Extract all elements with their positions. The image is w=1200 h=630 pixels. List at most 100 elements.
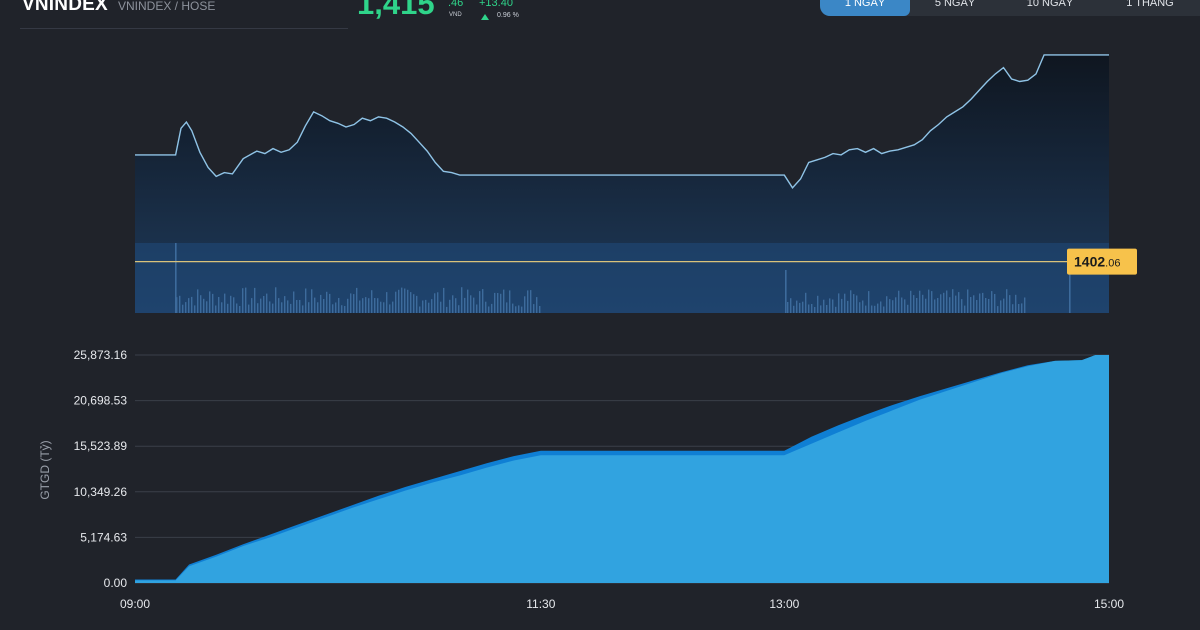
arrow-up-icon: [481, 14, 489, 20]
volume-bar: [368, 298, 370, 313]
volume-bar: [380, 301, 382, 313]
volume-bar: [422, 300, 424, 313]
volume-bar: [901, 297, 903, 313]
volume-bar: [308, 302, 310, 313]
volume-bar: [218, 297, 220, 313]
volume-bar: [799, 302, 801, 313]
volume-bar: [431, 299, 433, 313]
volume-bar: [883, 306, 885, 313]
price-change: +13.40: [479, 0, 513, 9]
price-unit: VND: [449, 12, 462, 18]
volume-bar: [281, 302, 283, 313]
volume-bar: [302, 305, 304, 313]
volume-bar: [976, 300, 978, 313]
volume-bar: [817, 295, 819, 313]
volume-bar: [353, 294, 355, 313]
volume-bar: [949, 297, 951, 313]
volume-bar: [455, 298, 457, 313]
volume-bar: [931, 291, 933, 313]
volume-bar: [398, 289, 400, 313]
volume-bar: [940, 294, 942, 313]
volume-bar: [919, 290, 921, 313]
volume-bar: [197, 289, 199, 313]
volume-bar: [997, 306, 999, 313]
volume-bar: [386, 292, 388, 313]
volume-bar: [365, 297, 367, 313]
volume-bar: [913, 295, 915, 313]
volume-bar: [853, 294, 855, 313]
volume-bar: [326, 291, 328, 313]
volume-bar: [991, 291, 993, 313]
volume-bar: [479, 291, 481, 313]
price-chart: 1402.06: [135, 54, 1137, 314]
volume-bar: [785, 270, 787, 313]
volume-bar: [284, 296, 286, 313]
y-tick-label: 20,698.53: [74, 394, 128, 408]
volume-bar: [961, 299, 963, 313]
volume-bar: [850, 290, 852, 313]
x-tick-label: 11:30: [526, 597, 555, 611]
volume-bar: [805, 292, 807, 313]
volume-bar: [1069, 273, 1071, 313]
volume-bar: [446, 306, 448, 313]
volume-bar: [428, 302, 430, 313]
volume-bar: [970, 297, 972, 313]
volume-bar: [1015, 294, 1017, 313]
volume-bar: [922, 294, 924, 313]
volume-bar: [895, 297, 897, 313]
tab-5-days[interactable]: 5 NGÀY: [934, 0, 976, 9]
volume-bar: [964, 305, 966, 313]
volume-bar: [536, 297, 538, 313]
volume-bar: [269, 301, 271, 313]
volume-bar: [859, 302, 861, 313]
volume-bar: [865, 305, 867, 313]
volume-bar: [527, 290, 529, 313]
volume-bar: [494, 292, 496, 313]
volume-bar: [934, 299, 936, 313]
symbol-title: VNINDEX: [22, 0, 108, 15]
volume-bar: [401, 287, 403, 313]
volume-bar: [293, 291, 295, 313]
volume-bar: [886, 296, 888, 313]
price-integer: 1,415: [357, 0, 435, 21]
volume-bar: [239, 306, 241, 313]
volume-bar: [790, 298, 792, 313]
volume-bar: [967, 289, 969, 313]
volume-bar: [874, 305, 876, 313]
tab-1-day[interactable]: 1 NGÀY: [820, 0, 910, 16]
volume-bar: [814, 307, 816, 313]
volume-bar: [323, 299, 325, 313]
volume-bar: [856, 295, 858, 313]
volume-bar: [826, 305, 828, 313]
volume-bar: [1018, 304, 1020, 313]
volume-bar: [488, 306, 490, 313]
volume-bar: [1012, 304, 1014, 313]
volume-bar: [482, 289, 484, 313]
volume-bar: [194, 305, 196, 313]
volume-bar: [880, 301, 882, 313]
volume-bar: [299, 300, 301, 313]
volume-bar: [287, 300, 289, 313]
volume-bar: [389, 304, 391, 313]
exchange-subtitle: VNINDEX / HOSE: [118, 0, 216, 13]
volume-bar: [356, 287, 358, 313]
volume-bar: [823, 299, 825, 313]
volume-bar: [206, 301, 208, 313]
volume-bar: [1021, 303, 1023, 313]
volume-bar: [1003, 298, 1005, 313]
tab-10-days[interactable]: 10 NGÀY: [1026, 0, 1074, 9]
volume-bar: [236, 303, 238, 313]
volume-bar: [988, 299, 990, 313]
volume-bar: [452, 295, 454, 313]
volume-bar: [808, 304, 810, 313]
tab-1-month[interactable]: 1 THÁNG: [1126, 0, 1174, 9]
volume-bar: [868, 291, 870, 313]
volume-bar: [533, 304, 535, 313]
volume-bar: [449, 299, 451, 313]
volume-bar: [820, 305, 822, 313]
y-tick-label: 15,523.89: [74, 439, 128, 453]
volume-bar: [203, 298, 205, 313]
volume-bar: [928, 289, 930, 313]
volume-bar: [278, 298, 280, 313]
volume-bar: [473, 297, 475, 313]
